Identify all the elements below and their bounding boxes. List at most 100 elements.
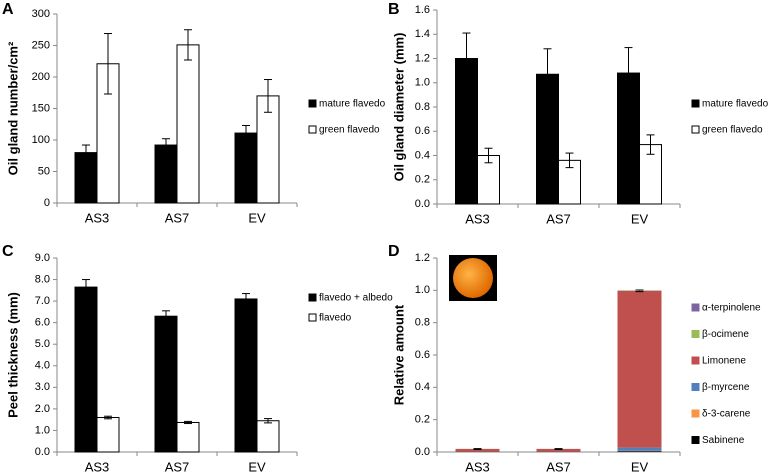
- legend-swatch: [691, 409, 700, 418]
- legend-text: mature flavedo: [319, 99, 386, 110]
- x-tick-label: AS7: [546, 459, 571, 474]
- legend-swatch: [691, 383, 700, 391]
- legend-text: α-terpinolene: [702, 303, 761, 314]
- legend-swatch: [691, 303, 700, 312]
- error-bar: [162, 138, 170, 152]
- x-tick-label: AS3: [465, 211, 490, 226]
- legend-text: δ-3-carene: [702, 409, 751, 420]
- legend-swatch: [308, 99, 317, 108]
- x-tick-label: AS7: [165, 459, 190, 474]
- legend-text: Limonene: [702, 356, 746, 367]
- error-bar: [264, 418, 272, 424]
- legend-swatch: [308, 313, 317, 322]
- error-bar: [242, 293, 250, 305]
- legend-text: flavedo: [319, 313, 352, 324]
- panel-label: B: [388, 1, 400, 18]
- legend-text: β-myrcene: [702, 382, 750, 393]
- y-tick-label: 0.4: [415, 381, 430, 393]
- error-bar: [646, 134, 655, 155]
- y-tick-label: 0.4: [415, 149, 430, 161]
- y-tick-label: 9.0: [35, 252, 50, 264]
- bar-segment: [617, 290, 662, 448]
- error-bar: [554, 448, 563, 450]
- y-tick-label: 7.0: [35, 295, 50, 307]
- y-tick-label: 0.6: [415, 125, 430, 137]
- y-tick-label: 0.8: [415, 317, 430, 329]
- x-tick-label: AS7: [546, 211, 571, 226]
- panel: A Oil gland number/cm² 0 50 100 150 200 250 300 A…: [2, 1, 386, 225]
- y-tick-label: 1.6: [415, 4, 430, 16]
- legend-text: flavedo + albedo: [319, 293, 393, 304]
- y-tick-label: 0.2: [415, 174, 430, 186]
- error-bar: [104, 415, 112, 420]
- y-tick-label: 8.0: [35, 273, 50, 285]
- y-tick-label: 0.8: [415, 101, 430, 113]
- bar: [154, 144, 178, 204]
- x-tick-label: AS7: [165, 210, 190, 225]
- y-tick-label: 1.0: [415, 284, 430, 296]
- y-tick-label: 4.0: [35, 360, 50, 372]
- legend-text: green flavedo: [319, 125, 380, 136]
- legend-swatch: [691, 356, 700, 365]
- error-bar: [565, 152, 574, 169]
- y-tick-label: 1.0: [35, 424, 50, 436]
- y-tick-label: 100: [32, 134, 50, 146]
- bar: [176, 421, 200, 453]
- legend-swatch: [308, 293, 317, 302]
- legend-swatch: [691, 436, 700, 444]
- y-tick-label: 0.6: [415, 349, 430, 361]
- error-bar: [82, 279, 90, 296]
- bar: [234, 132, 258, 204]
- panel: C Peel thickness (mm) 0.0 1.0 2.0 3.0 4.0 5.0 6.…: [2, 243, 393, 474]
- y-tick-label: 250: [32, 39, 50, 51]
- bar-segment: [455, 449, 500, 452]
- y-tick-label: 200: [32, 71, 50, 83]
- legend-text: Sabinene: [702, 435, 745, 446]
- panel-label: D: [388, 243, 400, 260]
- error-bar: [484, 147, 493, 164]
- bar: [154, 315, 178, 453]
- error-bar: [162, 310, 170, 323]
- panel: D Relative amount 0.0 0.2 0.4 0.6 0.8 1.0 1.2 AS3…: [388, 243, 761, 474]
- y-tick-label: 0.0: [415, 198, 430, 210]
- bar: [234, 298, 258, 453]
- bar: [74, 286, 98, 453]
- y-tick-label: 0.0: [415, 446, 430, 458]
- panel-label: A: [2, 1, 14, 18]
- bar: [176, 44, 200, 204]
- error-bar: [184, 29, 192, 61]
- y-label: Oil gland diameter (mm): [391, 33, 406, 182]
- bar: [256, 420, 280, 453]
- error-bar: [184, 420, 192, 425]
- panel: B Oil gland diameter (mm) 0.0 0.2 0.4 0.6 0.8 1…: [388, 1, 769, 226]
- x-tick-label: AS3: [85, 210, 110, 225]
- x-tick-label: EV: [631, 211, 649, 226]
- y-tick-label: 0: [44, 197, 50, 209]
- legend-swatch: [691, 125, 700, 134]
- x-tick-label: EV: [631, 459, 649, 474]
- bar: [96, 417, 120, 453]
- y-tick-label: 300: [32, 8, 50, 20]
- y-label: Peel thickness (mm): [5, 292, 20, 418]
- y-tick-label: 3.0: [35, 381, 50, 393]
- legend-swatch: [308, 125, 317, 134]
- legend-swatch: [691, 330, 700, 338]
- y-tick-label: 1.2: [415, 52, 430, 64]
- x-tick-label: AS3: [85, 459, 110, 474]
- error-bar: [264, 79, 272, 113]
- error-bar: [242, 125, 250, 142]
- y-tick-label: 1.2: [415, 252, 430, 264]
- y-label: Oil gland number/cm²: [5, 41, 20, 175]
- y-label: Relative amount: [391, 304, 406, 405]
- y-tick-label: 6.0: [35, 317, 50, 329]
- y-tick-label: 1.0: [415, 77, 430, 89]
- y-tick-label: 1.4: [415, 28, 430, 40]
- error-bar: [543, 48, 552, 101]
- error-bar: [462, 32, 471, 85]
- y-tick-label: 5.0: [35, 338, 50, 350]
- error-bar: [473, 448, 482, 450]
- x-tick-label: EV: [248, 210, 266, 225]
- y-tick-label: 0.0: [35, 446, 50, 458]
- legend-swatch: [691, 99, 700, 108]
